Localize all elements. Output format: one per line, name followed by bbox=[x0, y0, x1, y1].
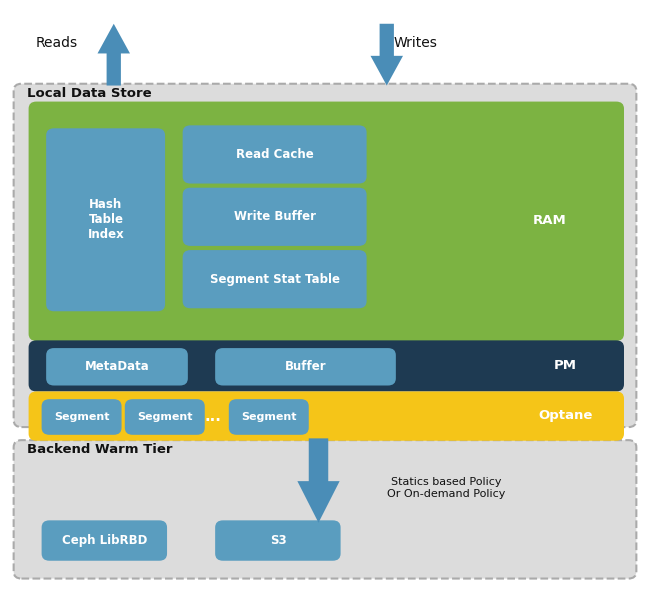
FancyBboxPatch shape bbox=[42, 399, 122, 435]
Text: Ceph LibRBD: Ceph LibRBD bbox=[62, 534, 148, 547]
FancyBboxPatch shape bbox=[29, 102, 624, 341]
FancyBboxPatch shape bbox=[29, 340, 624, 391]
FancyBboxPatch shape bbox=[183, 188, 367, 246]
Text: Segment: Segment bbox=[241, 412, 297, 422]
Polygon shape bbox=[370, 24, 403, 86]
FancyBboxPatch shape bbox=[229, 399, 309, 435]
FancyBboxPatch shape bbox=[42, 520, 167, 561]
Text: Segment: Segment bbox=[137, 412, 193, 422]
FancyBboxPatch shape bbox=[46, 128, 165, 311]
FancyBboxPatch shape bbox=[14, 440, 636, 579]
Text: Buffer: Buffer bbox=[285, 360, 326, 373]
FancyBboxPatch shape bbox=[183, 250, 367, 308]
Text: Read Cache: Read Cache bbox=[236, 148, 314, 161]
Text: Writes: Writes bbox=[393, 36, 437, 50]
FancyBboxPatch shape bbox=[46, 348, 188, 386]
Text: RAM: RAM bbox=[532, 214, 566, 228]
Text: Write Buffer: Write Buffer bbox=[234, 210, 316, 223]
Text: Backend Warm Tier: Backend Warm Tier bbox=[27, 443, 173, 456]
Text: S3: S3 bbox=[270, 534, 287, 547]
FancyBboxPatch shape bbox=[125, 399, 205, 435]
Text: Statics based Policy
Or On-demand Policy: Statics based Policy Or On-demand Policy bbox=[387, 478, 505, 499]
FancyBboxPatch shape bbox=[29, 391, 624, 441]
FancyBboxPatch shape bbox=[215, 348, 396, 386]
Text: Local Data Store: Local Data Store bbox=[27, 87, 152, 100]
Text: Reads: Reads bbox=[36, 36, 78, 50]
FancyBboxPatch shape bbox=[183, 125, 367, 184]
Text: Optane: Optane bbox=[538, 409, 593, 422]
Polygon shape bbox=[298, 438, 339, 523]
Text: PM: PM bbox=[554, 359, 577, 372]
Text: Segment Stat Table: Segment Stat Table bbox=[210, 273, 340, 286]
FancyBboxPatch shape bbox=[14, 84, 636, 427]
Text: MetaData: MetaData bbox=[84, 360, 150, 373]
Text: Hash
Table
Index: Hash Table Index bbox=[88, 198, 124, 241]
Text: Segment: Segment bbox=[54, 412, 110, 422]
Polygon shape bbox=[98, 24, 130, 86]
FancyBboxPatch shape bbox=[215, 520, 341, 561]
Text: ...: ... bbox=[205, 409, 222, 425]
